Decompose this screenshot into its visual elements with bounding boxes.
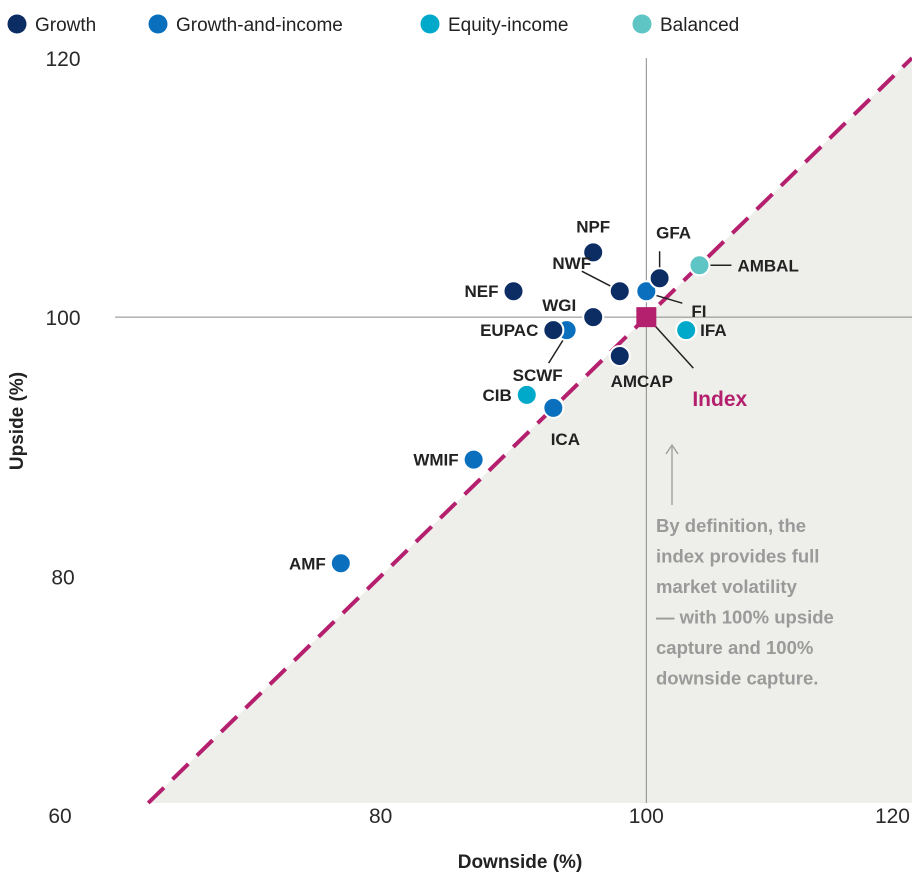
- point-cib: [515, 383, 538, 406]
- leader-fi: [655, 294, 683, 304]
- y-tick-100: 100: [45, 307, 80, 330]
- point-label-scwf: SCWF: [513, 366, 563, 385]
- point-label-nwf: NWF: [552, 254, 591, 273]
- leader-index: [653, 324, 694, 369]
- annotation-arrow-head: [665, 443, 679, 455]
- point-wgi: [582, 306, 605, 329]
- point-nwf: [608, 280, 631, 303]
- y-axis-ticks: 80 100 120: [45, 48, 80, 589]
- annotation-line-4: capture and 100%: [656, 637, 813, 658]
- x-tick-60: 60: [48, 805, 71, 828]
- point-label-wgi: WGI: [542, 296, 576, 315]
- point-label-amf: AMF: [289, 554, 326, 573]
- legend-label-2: Equity-income: [448, 15, 568, 36]
- point-amcap: [608, 345, 631, 367]
- point-npf: [582, 241, 605, 264]
- annotation-line-3: — with 100% upside: [656, 607, 834, 628]
- point-label-ambal: AMBAL: [737, 256, 798, 275]
- point-amf: [329, 552, 352, 575]
- point-eupac: [542, 319, 565, 342]
- annotation-line-1: index provides full: [656, 546, 819, 567]
- point-label-fi: FI: [691, 302, 706, 321]
- leader-scwf: [547, 338, 565, 364]
- legend-label-1: Growth-and-income: [176, 15, 343, 36]
- shaded-region: [148, 58, 912, 803]
- legend-marker-2: [420, 14, 440, 34]
- legend-label-3: Balanced: [660, 15, 739, 36]
- point-label-cib: CIB: [483, 386, 512, 405]
- point-gfa: [648, 267, 671, 290]
- point-label-amcap: AMCAP: [611, 372, 673, 391]
- label-leader-lines: [547, 251, 732, 369]
- x-tick-120: 120: [875, 805, 910, 828]
- legend-marker-1: [148, 14, 168, 34]
- point-label-gfa: GFA: [656, 223, 691, 242]
- point-ifa: [675, 319, 698, 342]
- point-label-eupac: EUPAC: [480, 321, 538, 340]
- y-tick-80: 80: [51, 566, 74, 589]
- point-label-ifa: IFA: [700, 321, 726, 340]
- x-axis-ticks: 60 80 100 120: [48, 805, 910, 828]
- x-axis-title: Downside (%): [458, 852, 583, 873]
- x-tick-80: 80: [369, 805, 392, 828]
- leader-nwf: [581, 270, 612, 287]
- index-label: Index: [692, 388, 747, 411]
- annotation-line-0: By definition, the: [656, 515, 806, 536]
- legend-marker-3: [632, 14, 652, 34]
- annotation-line-5: downside capture.: [656, 668, 818, 689]
- point-ambal: [688, 254, 711, 277]
- point-nef: [502, 280, 525, 303]
- y-axis-title: Upside (%): [7, 372, 28, 470]
- point-label-wmif: WMIF: [413, 451, 458, 470]
- legend-marker-0: [7, 14, 27, 34]
- point-label-nef: NEF: [465, 282, 499, 301]
- x-tick-100: 100: [629, 805, 664, 828]
- diagonal-reference-line: [146, 56, 912, 805]
- index-crosshair: [115, 58, 912, 803]
- point-fi: [635, 280, 658, 303]
- index-marker: [636, 307, 657, 328]
- annotation-text: By definition, the index provides full mar…: [656, 515, 834, 689]
- point-ica: [542, 396, 565, 419]
- y-tick-120: 120: [45, 48, 80, 71]
- legend-label-0: Growth: [35, 15, 96, 36]
- point-label-npf: NPF: [576, 217, 610, 236]
- point-label-ica: ICA: [551, 430, 580, 449]
- annotation-line-2: market volatility: [656, 576, 798, 597]
- legend: Growth Growth-and-income Equity-income Bala…: [7, 14, 739, 36]
- point-wmif: [462, 448, 485, 471]
